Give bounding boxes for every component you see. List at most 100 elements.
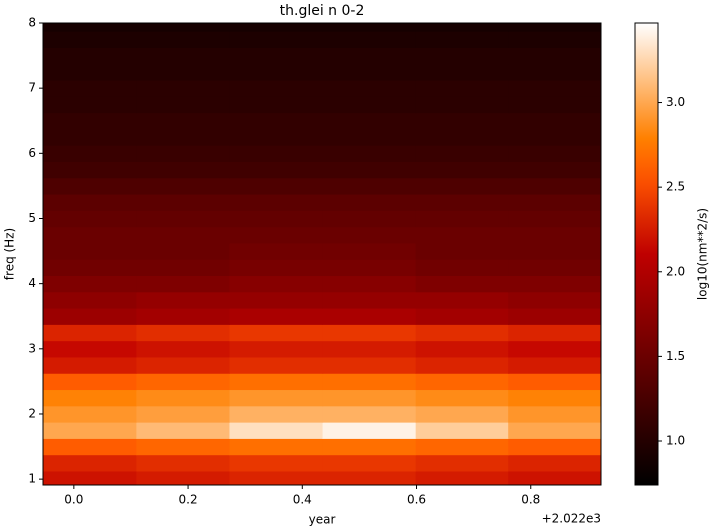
heatmap-cell bbox=[229, 324, 324, 342]
heatmap-cell bbox=[229, 194, 324, 211]
heatmap-cell bbox=[43, 373, 137, 391]
heatmap-cell bbox=[43, 226, 137, 244]
heatmap-cell bbox=[415, 324, 510, 342]
heatmap-cell bbox=[136, 275, 230, 293]
heatmap-cell bbox=[322, 128, 417, 146]
heatmap-cell bbox=[43, 80, 137, 97]
heatmap-cell bbox=[43, 340, 137, 358]
heatmap-cell bbox=[415, 128, 510, 146]
heatmap-cell bbox=[43, 128, 137, 146]
y-tick-label: 3 bbox=[28, 341, 36, 355]
heatmap-cell bbox=[415, 422, 510, 439]
heatmap-cell bbox=[43, 422, 137, 439]
heatmap-cell bbox=[229, 389, 324, 407]
heatmap-cell bbox=[322, 422, 417, 439]
heatmap-cell bbox=[136, 259, 230, 277]
heatmap-cell bbox=[136, 422, 230, 439]
heatmap-cell bbox=[508, 356, 601, 374]
heatmap-cell bbox=[229, 145, 324, 162]
heatmap-cell bbox=[415, 405, 510, 423]
heatmap-cell bbox=[43, 389, 137, 407]
heatmap-cell bbox=[415, 470, 510, 485]
heatmap-cell bbox=[43, 96, 137, 114]
heatmap-cell bbox=[415, 194, 510, 211]
heatmap-cell bbox=[229, 80, 324, 97]
heatmap-cell bbox=[508, 23, 601, 32]
heatmap-cell bbox=[136, 177, 230, 195]
colorbar-tick-label: 3.0 bbox=[666, 95, 685, 109]
heatmap-cell bbox=[136, 112, 230, 130]
heatmap-cell bbox=[508, 373, 601, 391]
heatmap-cell bbox=[508, 389, 601, 407]
heatmap-cell bbox=[322, 194, 417, 211]
heatmap-cell bbox=[322, 405, 417, 423]
chart-title: th.glei n 0-2 bbox=[280, 3, 365, 19]
y-tick-label: 7 bbox=[28, 81, 36, 95]
heatmap-cell bbox=[508, 324, 601, 342]
heatmap-cell bbox=[229, 291, 324, 309]
y-tick-label: 1 bbox=[28, 472, 36, 486]
heatmap-cell bbox=[508, 259, 601, 277]
heatmap-cell bbox=[415, 308, 510, 325]
heatmap-cell bbox=[415, 373, 510, 391]
heatmap-cell bbox=[43, 242, 137, 260]
heatmap-cell bbox=[43, 405, 137, 423]
heatmap-cell bbox=[229, 128, 324, 146]
heatmap-cell bbox=[415, 96, 510, 114]
x-tick-label: 0.8 bbox=[521, 493, 540, 507]
heatmap-cell bbox=[229, 454, 324, 472]
heatmap-cell bbox=[43, 324, 137, 342]
heatmap-cell bbox=[322, 63, 417, 81]
heatmap-cell bbox=[415, 226, 510, 244]
x-axis-label: year bbox=[309, 513, 336, 527]
heatmap-cell bbox=[322, 259, 417, 277]
heatmap-cell bbox=[415, 47, 510, 65]
colorbar-tick-label: 1.5 bbox=[666, 349, 685, 363]
heatmap-cell bbox=[322, 80, 417, 97]
heatmap-cell bbox=[415, 31, 510, 48]
heatmap-cell bbox=[229, 405, 324, 423]
heatmap-cell bbox=[508, 145, 601, 162]
heatmap-cell bbox=[43, 194, 137, 211]
y-tick-label: 6 bbox=[28, 146, 36, 160]
heatmap-cell bbox=[415, 210, 510, 228]
heatmap-cell bbox=[415, 161, 510, 179]
heatmap-cell bbox=[229, 259, 324, 277]
colorbar-tick-label: 1.0 bbox=[666, 434, 685, 448]
x-tick-label: 0.2 bbox=[179, 493, 198, 507]
heatmap-cell bbox=[229, 356, 324, 374]
heatmap-cell bbox=[322, 470, 417, 485]
colorbar-tick-label: 2.0 bbox=[666, 264, 685, 278]
heatmap-cell bbox=[415, 356, 510, 374]
heatmap-cell bbox=[136, 291, 230, 309]
heatmap-cell bbox=[229, 242, 324, 260]
heatmap-cell bbox=[415, 389, 510, 407]
heatmap-cell bbox=[229, 308, 324, 325]
heatmap-cell bbox=[508, 210, 601, 228]
heatmap-cell bbox=[508, 63, 601, 81]
x-tick-label: 0.0 bbox=[64, 493, 83, 507]
colorbar bbox=[634, 22, 659, 486]
heatmap-cell bbox=[229, 161, 324, 179]
heatmap-cell bbox=[43, 470, 137, 485]
plot-frame bbox=[42, 22, 602, 486]
heatmap-cell bbox=[415, 340, 510, 358]
heatmap-cell bbox=[415, 23, 510, 32]
heatmap-cell bbox=[136, 161, 230, 179]
heatmap-cell bbox=[322, 210, 417, 228]
heatmap-cell bbox=[322, 454, 417, 472]
heatmap-cell bbox=[136, 438, 230, 456]
heatmap-cell bbox=[415, 275, 510, 293]
heatmap-cell bbox=[229, 31, 324, 48]
heatmap-cell bbox=[43, 259, 137, 277]
heatmap-cell bbox=[415, 145, 510, 162]
heatmap-cell bbox=[43, 438, 137, 456]
heatmap-cell bbox=[136, 63, 230, 81]
heatmap-cell bbox=[136, 356, 230, 374]
heatmap-cell bbox=[508, 438, 601, 456]
heatmap-cell bbox=[508, 275, 601, 293]
heatmap-cell bbox=[508, 242, 601, 260]
heatmap-cell bbox=[508, 96, 601, 114]
heatmap-cell bbox=[229, 210, 324, 228]
heatmap-cell bbox=[136, 145, 230, 162]
